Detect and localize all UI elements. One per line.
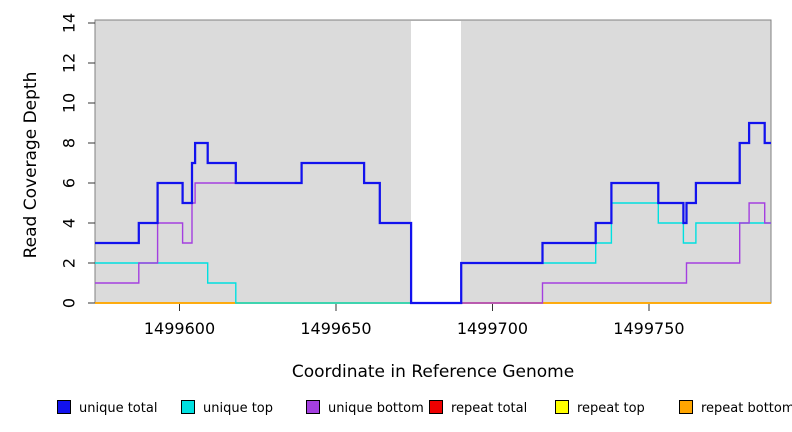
legend-label: repeat top bbox=[577, 401, 645, 416]
legend-swatch-icon bbox=[679, 400, 693, 414]
x-axis-title: Coordinate in Reference Genome bbox=[291, 362, 575, 382]
legend-label: repeat bottom bbox=[701, 401, 792, 416]
y-tick-label: 14 bbox=[59, 12, 79, 34]
series-line-unique-total bbox=[95, 121, 771, 305]
no-data-gap bbox=[411, 20, 462, 304]
legend-swatch-icon bbox=[57, 400, 71, 414]
x-tick-label: 1499750 bbox=[613, 319, 685, 338]
x-tick-label: 1499650 bbox=[300, 319, 372, 338]
y-tick-label: 4 bbox=[59, 217, 79, 229]
x-tick-label: 1499600 bbox=[143, 319, 216, 338]
y-tick-label: 2 bbox=[59, 257, 79, 269]
legend-item-repeat-bottom: repeat bottom bbox=[679, 399, 792, 416]
series-line-unique-top bbox=[95, 202, 771, 304]
legend-swatch-icon bbox=[306, 400, 320, 414]
y-tick-label: 8 bbox=[59, 137, 79, 149]
y-tick-label: 6 bbox=[59, 177, 79, 189]
legend-swatch-icon bbox=[555, 400, 569, 414]
legend-swatch-icon bbox=[181, 400, 195, 414]
legend-swatch-icon bbox=[429, 400, 443, 414]
x-tick-label: 1499700 bbox=[456, 319, 529, 338]
legend-item-repeat-total: repeat total bbox=[429, 399, 528, 416]
legend-label: unique total bbox=[79, 401, 158, 416]
legend-item-unique-bottom: unique bottom bbox=[306, 399, 424, 416]
legend-item-unique-total: unique total bbox=[57, 399, 158, 416]
legend-item-unique-top: unique top bbox=[181, 399, 274, 416]
legend-item-repeat-top: repeat top bbox=[555, 399, 645, 416]
y-tick-label: 10 bbox=[59, 92, 79, 114]
legend-label: repeat total bbox=[451, 401, 528, 416]
legend-label: unique top bbox=[203, 401, 274, 416]
legend-label: unique bottom bbox=[328, 401, 424, 416]
y-tick-label: 12 bbox=[59, 52, 79, 74]
y-tick-label: 0 bbox=[59, 297, 79, 309]
y-axis-title: Read Coverage Depth bbox=[21, 71, 41, 259]
